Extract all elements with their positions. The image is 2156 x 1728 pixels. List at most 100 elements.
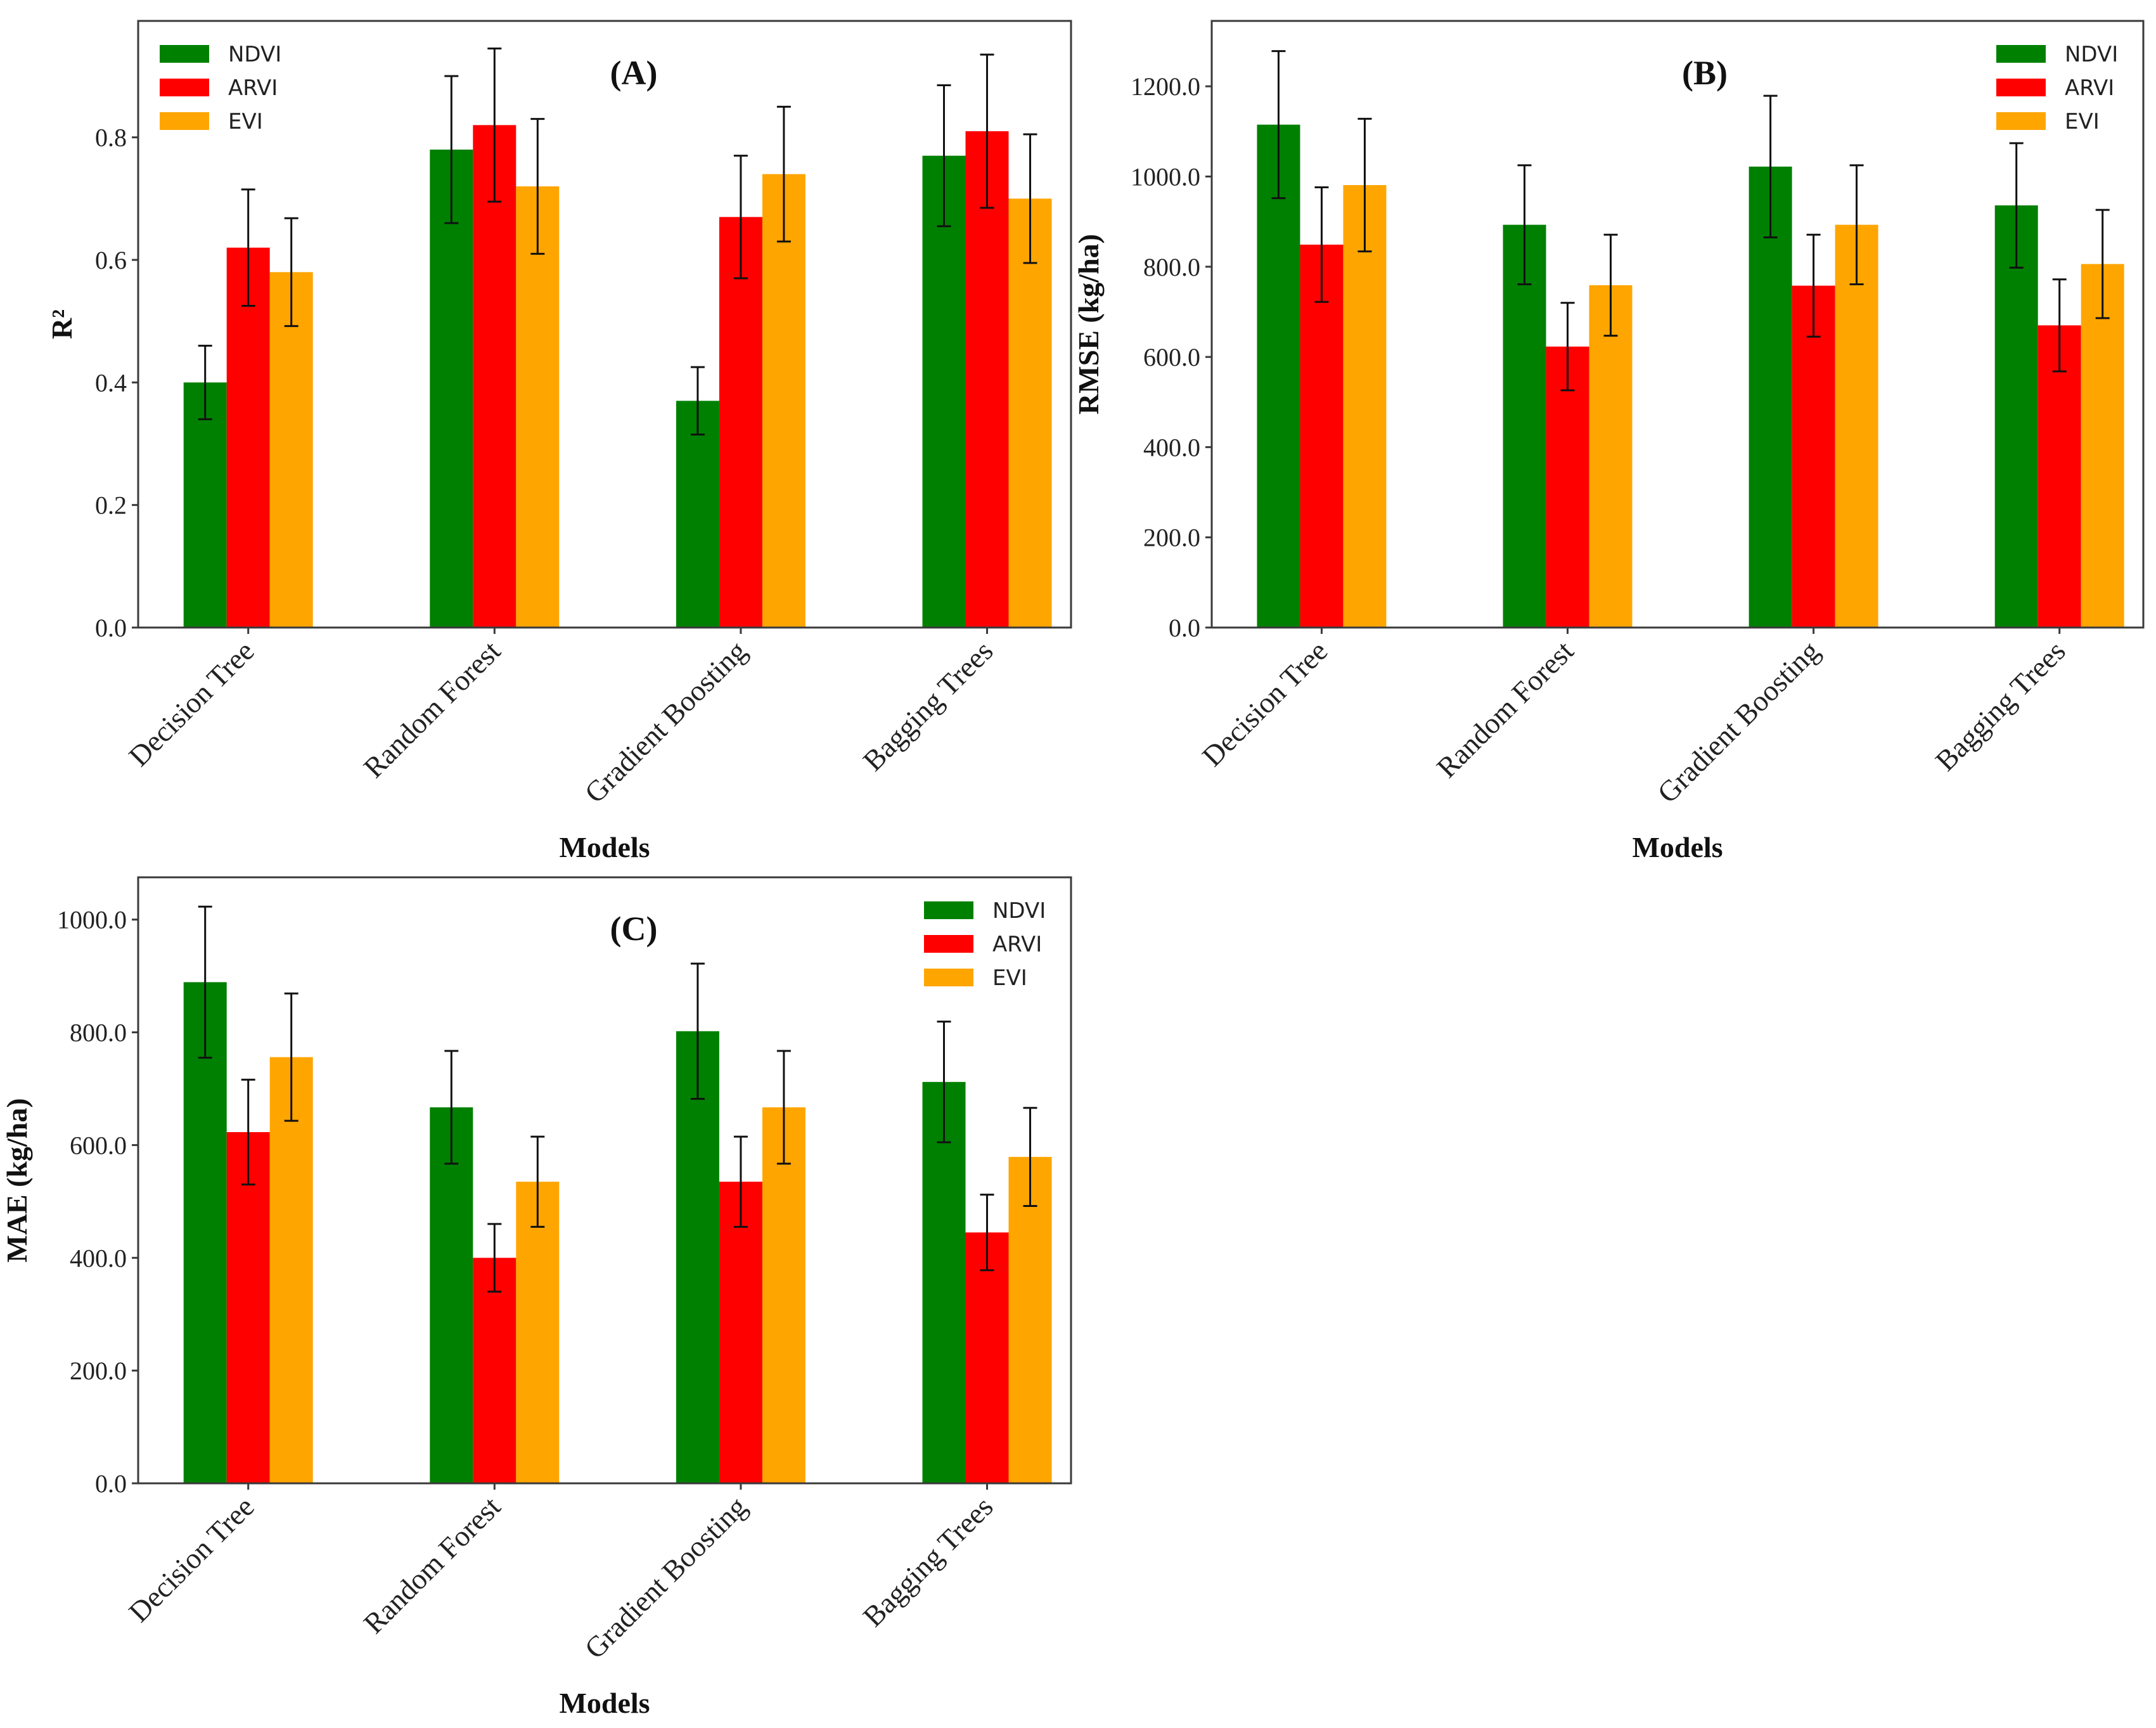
y-tick-label: 1000.0 bbox=[57, 906, 127, 934]
bar-ndvi-random-forest bbox=[430, 1107, 473, 1483]
y-tick-label: 0.8 bbox=[95, 124, 127, 152]
bar-arvi-gradient-boosting bbox=[719, 1182, 762, 1483]
y-axis-title: MAE (kg/ha) bbox=[1, 1098, 33, 1262]
bar-ndvi-random-forest bbox=[1503, 224, 1546, 628]
y-tick-label: 0.0 bbox=[95, 1469, 127, 1498]
bar-arvi-gradient-boosting bbox=[719, 217, 762, 628]
bar-arvi-gradient-boosting bbox=[1792, 285, 1835, 628]
y-tick-label: 0.0 bbox=[95, 614, 127, 642]
legend-label-evi: EVI bbox=[992, 965, 1027, 991]
legend-label-ndvi: NDVI bbox=[2065, 42, 2118, 67]
legend-label-ndvi: NDVI bbox=[228, 42, 281, 67]
legend-swatch-arvi bbox=[924, 935, 973, 953]
y-tick-label: 800.0 bbox=[1143, 253, 1200, 281]
chart-panel-c: 0.0 200.0 400.0 600.0 800.0 1000.0 Decision Tr… bbox=[1, 876, 1072, 1719]
y-tick-label: 200.0 bbox=[70, 1357, 127, 1385]
x-tick-label: Decision Tree bbox=[122, 635, 260, 773]
x-tick-label: Decision Tree bbox=[1196, 635, 1334, 773]
bar-evi-gradient-boosting bbox=[762, 1107, 805, 1483]
bar-arvi-random-forest bbox=[473, 125, 517, 628]
bar-evi-gradient-boosting bbox=[762, 174, 805, 628]
bar-evi-random-forest bbox=[1589, 285, 1633, 628]
bar-arvi-random-forest bbox=[473, 1258, 517, 1483]
y-tick-label: 1000.0 bbox=[1131, 162, 1200, 191]
y-tick-label: 600.0 bbox=[1143, 343, 1200, 371]
bar-ndvi-decision-tree bbox=[183, 382, 227, 628]
legend-label-arvi: ARVI bbox=[228, 75, 278, 101]
y-tick-label: 600.0 bbox=[70, 1131, 127, 1159]
x-tick-label: Random Forest bbox=[357, 635, 507, 784]
x-tick-label: Decision Tree bbox=[122, 1490, 260, 1628]
legend-swatch-ndvi bbox=[160, 45, 209, 63]
bar-ndvi-gradient-boosting bbox=[1749, 166, 1792, 628]
y-tick-label: 400.0 bbox=[1143, 433, 1200, 461]
x-axis-title: Models bbox=[1632, 831, 1723, 863]
legend: NDVI ARVI EVI bbox=[160, 42, 281, 134]
chart-panel-a: 0.0 0.2 0.4 0.6 0.8 Decision Tree Random Fores… bbox=[46, 20, 1072, 863]
bar-evi-random-forest bbox=[516, 1182, 560, 1483]
legend-swatch-ndvi bbox=[1996, 45, 2046, 63]
bar-ndvi-gradient-boosting bbox=[676, 401, 719, 628]
bar-evi-bagging-trees bbox=[2081, 264, 2124, 628]
bar-ndvi-decision-tree bbox=[1257, 124, 1300, 628]
plot-frame bbox=[137, 876, 1072, 1485]
legend-swatch-arvi bbox=[1996, 79, 2046, 96]
legend: NDVI ARVI EVI bbox=[1996, 42, 2118, 134]
y-tick-label: 1200.0 bbox=[1131, 72, 1200, 101]
y-tick-label: 0.4 bbox=[95, 368, 127, 397]
y-tick-label: 200.0 bbox=[1143, 524, 1200, 552]
bar-evi-decision-tree bbox=[269, 272, 313, 628]
legend-label-arvi: ARVI bbox=[992, 932, 1042, 957]
legend: NDVI ARVI EVI bbox=[924, 898, 1046, 991]
legend-swatch-evi bbox=[1996, 112, 2046, 130]
bar-ndvi-bagging-trees bbox=[922, 155, 966, 628]
bar-evi-decision-tree bbox=[1343, 184, 1387, 628]
legend-swatch-evi bbox=[924, 969, 973, 986]
bar-arvi-random-forest bbox=[1546, 346, 1589, 628]
x-tick-label: Random Forest bbox=[1430, 635, 1580, 784]
x-tick-label: Bagging Trees bbox=[857, 635, 999, 777]
legend-swatch-evi bbox=[160, 112, 209, 130]
bar-ndvi-random-forest bbox=[430, 150, 473, 628]
legend-label-evi: EVI bbox=[2065, 109, 2100, 134]
bar-arvi-bagging-trees bbox=[2037, 325, 2081, 628]
bar-evi-bagging-trees bbox=[1008, 198, 1052, 628]
plot-frame bbox=[137, 20, 1072, 629]
chart-panel-b: 0.0 200.0 400.0 600.0 800.0 1000.0 1200.0 Decis… bbox=[1072, 20, 2145, 863]
legend-label-arvi: ARVI bbox=[2065, 75, 2114, 101]
legend-label-evi: EVI bbox=[228, 109, 263, 134]
legend-label-ndvi: NDVI bbox=[992, 898, 1046, 924]
x-tick-label: Random Forest bbox=[357, 1490, 507, 1640]
x-axis-title: Models bbox=[559, 831, 650, 863]
bar-arvi-decision-tree bbox=[1300, 244, 1344, 628]
panel-label: (C) bbox=[610, 910, 658, 948]
panel-label: (A) bbox=[610, 54, 658, 92]
panel-label: (B) bbox=[1682, 54, 1728, 92]
x-tick-label: Gradient Boosting bbox=[579, 1490, 753, 1665]
y-axis-title: R² bbox=[46, 309, 78, 339]
y-tick-label: 0.6 bbox=[95, 246, 127, 274]
x-tick-label: Bagging Trees bbox=[1929, 635, 2072, 777]
x-tick-label: Gradient Boosting bbox=[1651, 635, 1825, 809]
bar-arvi-decision-tree bbox=[226, 1132, 270, 1483]
x-tick-label: Bagging Trees bbox=[857, 1490, 999, 1633]
bar-evi-gradient-boosting bbox=[1835, 224, 1878, 628]
plot-frame bbox=[1210, 20, 2145, 629]
legend-swatch-arvi bbox=[160, 79, 209, 96]
bar-ndvi-bagging-trees bbox=[1994, 205, 2038, 628]
bar-evi-bagging-trees bbox=[1008, 1157, 1052, 1483]
y-tick-label: 0.0 bbox=[1169, 614, 1200, 642]
y-tick-label: 800.0 bbox=[70, 1019, 127, 1047]
bar-arvi-bagging-trees bbox=[965, 1232, 1009, 1483]
bar-ndvi-gradient-boosting bbox=[676, 1031, 719, 1483]
y-axis-title: RMSE (kg/ha) bbox=[1072, 234, 1105, 415]
bar-ndvi-decision-tree bbox=[183, 982, 227, 1483]
legend-swatch-ndvi bbox=[924, 901, 973, 919]
bar-evi-random-forest bbox=[516, 186, 560, 628]
x-axis-title: Models bbox=[559, 1687, 650, 1719]
y-tick-label: 0.2 bbox=[95, 491, 127, 520]
x-tick-label: Gradient Boosting bbox=[579, 635, 753, 809]
bar-ndvi-bagging-trees bbox=[922, 1081, 966, 1483]
y-tick-label: 400.0 bbox=[70, 1244, 127, 1272]
